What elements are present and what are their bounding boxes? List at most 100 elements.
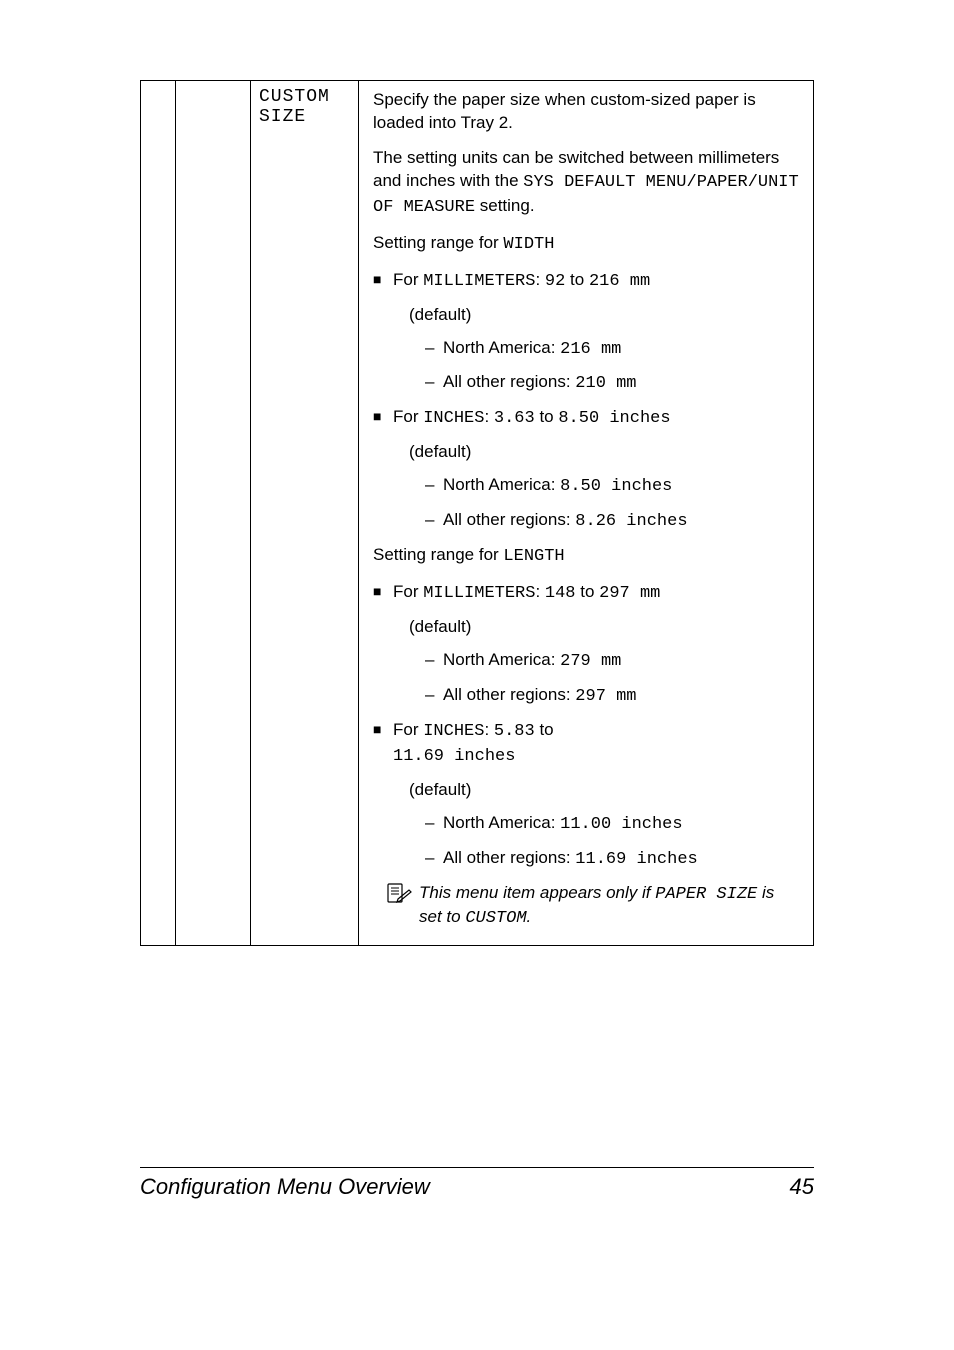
length-mm-bullet: ■ For MILLIMETERS: 148 to 297 mm xyxy=(373,581,799,606)
footer-rule xyxy=(140,1167,814,1168)
width-in-other: All other regions: 8.26 inches xyxy=(443,509,688,534)
label-line-2: SIZE xyxy=(259,107,350,127)
width-mm-bullet: ■ For MILLIMETERS: 92 to 216 mm xyxy=(373,269,799,294)
length-heading: Setting range for LENGTH xyxy=(373,544,799,569)
width-in-other-row: – All other regions: 8.26 inches xyxy=(373,509,799,534)
blank-col-2 xyxy=(176,81,251,946)
for-label: For xyxy=(393,720,423,739)
setting-label-cell: CUSTOM SIZE xyxy=(251,81,359,946)
width-mm-default: (default) xyxy=(373,304,799,327)
note-dot: . xyxy=(527,907,532,926)
length-in-na-row: – North America: 11.00 inches xyxy=(373,812,799,837)
dash-icon: – xyxy=(425,847,443,872)
width-word: WIDTH xyxy=(503,235,554,254)
length-mm-default: (default) xyxy=(373,616,799,639)
width-in-na: North America: 8.50 inches xyxy=(443,474,672,499)
other-val: 8.26 inches xyxy=(575,512,687,531)
na-val: 279 mm xyxy=(560,652,621,671)
in-from: 3.63 xyxy=(494,409,535,428)
other-val: 210 mm xyxy=(575,374,636,393)
length-mm-na: North America: 279 mm xyxy=(443,649,621,674)
in-key: INCHES xyxy=(423,409,484,428)
note-text: This menu item appears only if PAPER SIZ… xyxy=(419,882,799,932)
mm-from: 92 xyxy=(545,272,565,291)
length-in-other-row: – All other regions: 11.69 inches xyxy=(373,847,799,872)
other-val: 297 mm xyxy=(575,687,636,706)
intro-text: Specify the paper size when custom-sized… xyxy=(373,89,799,135)
length-in-bullet: ■ For INCHES: 5.83 to11.69 inches xyxy=(373,719,799,769)
bullet-icon: ■ xyxy=(373,269,393,289)
note-icon xyxy=(385,882,419,911)
note-code: PAPER SIZE xyxy=(655,885,757,904)
na-val: 11.00 inches xyxy=(560,815,682,834)
page: CUSTOM SIZE Specify the paper size when … xyxy=(0,0,954,1350)
length-heading-pre: Setting range for xyxy=(373,545,503,564)
bullet-icon: ■ xyxy=(373,581,393,601)
length-mm-text: For MILLIMETERS: 148 to 297 mm xyxy=(393,581,799,606)
footer-row: Configuration Menu Overview 45 xyxy=(140,1174,814,1200)
dash-icon: – xyxy=(425,474,443,499)
for-label: For xyxy=(393,270,423,289)
na-label: North America: xyxy=(443,813,560,832)
mm-key: MILLIMETERS xyxy=(423,584,535,603)
dash-icon: – xyxy=(425,812,443,837)
length-mm-other-row: – All other regions: 297 mm xyxy=(373,684,799,709)
other-label: All other regions: xyxy=(443,372,575,391)
na-val: 8.50 inches xyxy=(560,477,672,496)
other-label: All other regions: xyxy=(443,685,575,704)
length-mm-other: All other regions: 297 mm xyxy=(443,684,637,709)
in-to: 11.69 inches xyxy=(393,747,515,766)
mm-to: 297 mm xyxy=(599,584,660,603)
width-heading-pre: Setting range for xyxy=(373,233,503,252)
for-label: For xyxy=(393,582,423,601)
blank-col-1 xyxy=(141,81,176,946)
dash-icon: – xyxy=(425,649,443,674)
length-in-default: (default) xyxy=(373,779,799,802)
width-mm-na-row: – North America: 216 mm xyxy=(373,337,799,362)
colon: : xyxy=(484,407,493,426)
length-in-na: North America: 11.00 inches xyxy=(443,812,683,837)
colon: : xyxy=(484,720,493,739)
dash-icon: – xyxy=(425,509,443,534)
na-label: North America: xyxy=(443,475,560,494)
width-in-bullet: ■ For INCHES: 3.63 to 8.50 inches xyxy=(373,406,799,431)
width-mm-other: All other regions: 210 mm xyxy=(443,371,637,396)
settings-table: CUSTOM SIZE Specify the paper size when … xyxy=(140,80,814,946)
in-to: 8.50 inches xyxy=(558,409,670,428)
na-label: North America: xyxy=(443,338,560,357)
switching-text: The setting units can be switched betwee… xyxy=(373,147,799,220)
dash-icon: – xyxy=(425,371,443,396)
dash-icon: – xyxy=(425,337,443,362)
width-mm-text: For MILLIMETERS: 92 to 216 mm xyxy=(393,269,799,294)
mm-from: 148 xyxy=(545,584,576,603)
in-from: 5.83 xyxy=(494,722,535,741)
to-word: to xyxy=(576,582,600,601)
length-in-text: For INCHES: 5.83 to11.69 inches xyxy=(393,719,799,769)
colon: : xyxy=(535,270,544,289)
note-val: CUSTOM xyxy=(465,909,526,928)
note-row: This menu item appears only if PAPER SIZ… xyxy=(373,882,799,932)
width-mm-na: North America: 216 mm xyxy=(443,337,621,362)
na-label: North America: xyxy=(443,650,560,669)
length-in-other: All other regions: 11.69 inches xyxy=(443,847,698,872)
page-footer: Configuration Menu Overview 45 xyxy=(140,1167,814,1200)
mm-key: MILLIMETERS xyxy=(423,272,535,291)
other-label: All other regions: xyxy=(443,510,575,529)
width-heading: Setting range for WIDTH xyxy=(373,232,799,257)
other-label: All other regions: xyxy=(443,848,575,867)
width-in-text: For INCHES: 3.63 to 8.50 inches xyxy=(393,406,799,431)
length-mm-na-row: – North America: 279 mm xyxy=(373,649,799,674)
width-in-default: (default) xyxy=(373,441,799,464)
length-word: LENGTH xyxy=(503,547,564,566)
in-key: INCHES xyxy=(423,722,484,741)
footer-title: Configuration Menu Overview xyxy=(140,1174,430,1200)
na-val: 216 mm xyxy=(560,340,621,359)
setting-content-cell: Specify the paper size when custom-sized… xyxy=(359,81,814,946)
width-in-na-row: – North America: 8.50 inches xyxy=(373,474,799,499)
to-word: to xyxy=(565,270,589,289)
bullet-icon: ■ xyxy=(373,406,393,426)
note-pre: This menu item appears only if xyxy=(419,883,655,902)
mm-to: 216 mm xyxy=(589,272,650,291)
footer-page-number: 45 xyxy=(790,1174,814,1200)
label-line-1: CUSTOM xyxy=(259,87,350,107)
